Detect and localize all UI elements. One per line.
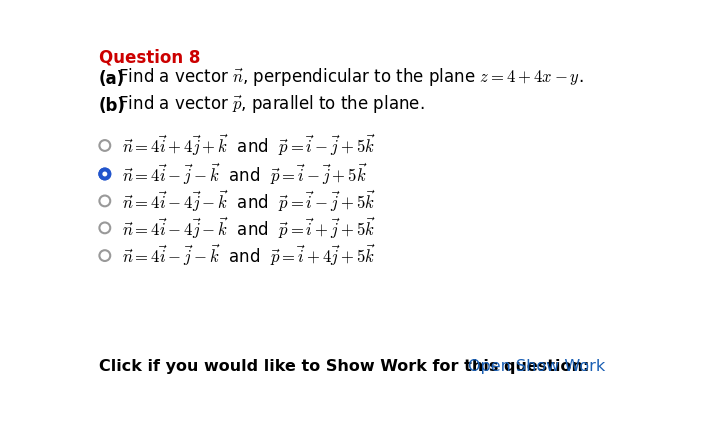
- Circle shape: [100, 250, 111, 261]
- Text: $\vec{n} = 4\vec{i} + 4\vec{j} + \vec{k}$  and  $\vec{p} = \vec{i} - \vec{j} + 5: $\vec{n} = 4\vec{i} + 4\vec{j} + \vec{k}…: [122, 133, 376, 158]
- Text: $\vec{n} = 4\vec{i} - 4\vec{j} - \vec{k}$  and  $\vec{p} = \vec{i} + \vec{j} + 5: $\vec{n} = 4\vec{i} - 4\vec{j} - \vec{k}…: [122, 215, 376, 241]
- Text: Question 8: Question 8: [99, 48, 200, 66]
- Text: Find a vector $\vec{p}$, parallel to the plane.: Find a vector $\vec{p}$, parallel to the…: [113, 93, 424, 115]
- Text: Click if you would like to Show Work for this question:: Click if you would like to Show Work for…: [99, 359, 589, 374]
- Circle shape: [100, 195, 111, 206]
- Text: $\vec{n} = 4\vec{i} - 4\vec{j} - \vec{k}$  and  $\vec{p} = \vec{i} - \vec{j} + 5: $\vec{n} = 4\vec{i} - 4\vec{j} - \vec{k}…: [122, 188, 376, 214]
- Circle shape: [100, 169, 111, 179]
- Text: $\vec{n} = 4\vec{i} - \vec{j} - \vec{k}$  and  $\vec{p} = \vec{i} - \vec{j} + 5\: $\vec{n} = 4\vec{i} - \vec{j} - \vec{k}$…: [122, 161, 368, 187]
- Circle shape: [100, 169, 111, 179]
- Text: (b): (b): [99, 97, 126, 115]
- Text: Find a vector $\vec{n}$, perpendicular to the plane $z = 4 + 4x - y$.: Find a vector $\vec{n}$, perpendicular t…: [113, 66, 583, 88]
- Text: Open Show Work: Open Show Work: [468, 359, 606, 374]
- Circle shape: [100, 140, 111, 151]
- Circle shape: [100, 222, 111, 233]
- Text: $\vec{n} = 4\vec{i} - \vec{j} - \vec{k}$  and  $\vec{p} = \vec{i} + 4\vec{j} + 5: $\vec{n} = 4\vec{i} - \vec{j} - \vec{k}$…: [122, 243, 376, 269]
- Circle shape: [103, 171, 108, 177]
- Text: (a): (a): [99, 70, 125, 88]
